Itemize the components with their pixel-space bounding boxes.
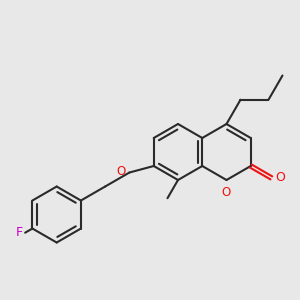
Text: O: O (275, 171, 285, 184)
Text: F: F (16, 226, 23, 239)
Text: O: O (116, 165, 125, 178)
Text: O: O (222, 186, 231, 199)
